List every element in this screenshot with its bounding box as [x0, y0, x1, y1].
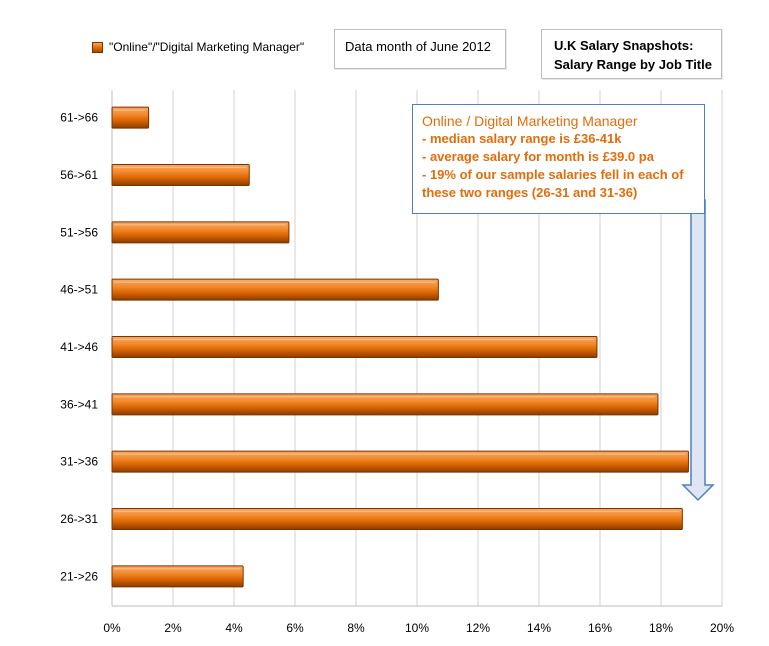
- x-tick-label: 2%: [164, 621, 182, 635]
- bar: [111, 164, 250, 186]
- legend-swatch: [92, 41, 103, 53]
- x-tick-label: 18%: [649, 621, 673, 635]
- callout-line: these two ranges (26-31 and 31-36): [422, 185, 638, 200]
- bar: [111, 450, 689, 473]
- legend: "Online"/"Digital Marketing Manager": [92, 40, 304, 54]
- category-label: 51->56: [60, 225, 98, 239]
- x-tick-label: 12%: [466, 621, 490, 635]
- category-label: 21->26: [60, 569, 98, 583]
- callout-line: - median salary range is £36-41k: [422, 131, 622, 146]
- category-label: 46->51: [60, 283, 98, 297]
- bar: [111, 565, 244, 588]
- data-month-box: Data month of June 2012: [334, 29, 506, 69]
- x-tick-label: 14%: [527, 621, 551, 635]
- down-arrow-icon: [681, 199, 715, 502]
- callout-box: Online / Digital Marketing Manager - med…: [412, 104, 705, 214]
- callout-title: Online / Digital Marketing Manager: [422, 113, 638, 129]
- x-tick-label: 16%: [588, 621, 612, 635]
- data-month-text: Data month of June 2012: [345, 39, 491, 54]
- snapshot-title-box: U.K Salary Snapshots: Salary Range by Jo…: [541, 29, 722, 79]
- x-tick-label: 10%: [405, 621, 429, 635]
- category-labels: 61->66 56->61 51->56 46->51 41->46 36->41 31->…: [60, 111, 98, 584]
- category-label: 56->61: [60, 168, 98, 182]
- snapshot-title-line1: U.K Salary Snapshots:: [554, 38, 694, 53]
- bar: [111, 278, 439, 301]
- category-label: 61->66: [60, 111, 98, 125]
- x-tick-label: 0%: [103, 621, 121, 635]
- snapshot-title-line2: Salary Range by Job Title: [554, 57, 712, 72]
- callout-line: - average salary for month is £39.0 pa: [422, 149, 654, 164]
- x-tick-labels: 0% 2% 4% 6% 8% 10% 12% 14% 16% 18% 20%: [103, 621, 734, 635]
- category-label: 26->31: [60, 512, 98, 526]
- bar: [111, 336, 598, 358]
- category-label: 31->36: [60, 455, 98, 469]
- callout-line: - 19% of our sample salaries fell in eac…: [422, 167, 684, 182]
- x-tick-label: 6%: [286, 621, 304, 635]
- x-tick-label: 4%: [225, 621, 243, 635]
- bar: [111, 106, 150, 129]
- category-label: 41->46: [60, 340, 98, 354]
- bars: [111, 106, 689, 588]
- bar: [111, 393, 659, 416]
- bar: [111, 508, 683, 530]
- category-label: 36->41: [60, 397, 98, 411]
- x-tick-label: 20%: [710, 621, 734, 635]
- x-tick-label: 8%: [347, 621, 365, 635]
- bar: [111, 221, 290, 244]
- legend-label: "Online"/"Digital Marketing Manager": [109, 40, 305, 54]
